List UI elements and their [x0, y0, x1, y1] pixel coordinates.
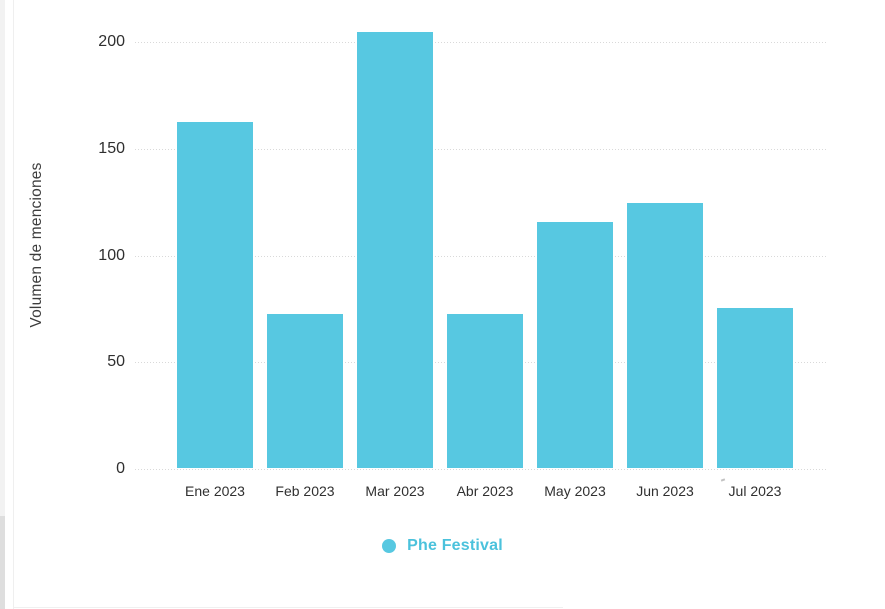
legend-item-phe-festival[interactable]: Phe Festival	[382, 537, 503, 555]
bar-jul-2023[interactable]	[717, 308, 793, 468]
panel-left-border	[13, 0, 14, 609]
y-tick-label-0: 0	[116, 460, 125, 477]
x-tick-label-7: Jul 2023	[728, 483, 782, 499]
gridline-y-150	[135, 148, 827, 150]
y-tick-label-100: 100	[98, 246, 125, 264]
y-tick-label-50: 50	[107, 353, 125, 371]
x-tick-label-2: Feb 2023	[275, 483, 335, 499]
gridline-y-100	[135, 255, 827, 257]
gridline-y-0	[135, 469, 827, 470]
bar-abr-2023[interactable]	[447, 314, 523, 468]
bar-chart: 0 50 100 150 200 Ene 2023 Feb 2023 Mar 2023 Abr …	[98, 32, 827, 499]
x-tick-label-3: Mar 2023	[365, 483, 425, 499]
x-tick-label-6: Jun 2023	[636, 483, 694, 499]
x-tick-label-1: Ene 2023	[185, 483, 245, 499]
bar-may-2023[interactable]	[537, 222, 613, 468]
y-tick-label-200: 200	[98, 33, 125, 50]
legend-marker-dot	[382, 539, 397, 553]
bar-feb-2023[interactable]	[267, 314, 343, 468]
y-tick-label-150: 150	[98, 139, 125, 157]
bar-mar-2023[interactable]	[357, 32, 433, 468]
bar-jun-2023[interactable]	[627, 203, 703, 468]
gridline-y-200	[135, 42, 827, 43]
scrollbar-track[interactable]	[0, 0, 5, 609]
x-tick-label-4: Abr 2023	[456, 483, 514, 499]
x-tick-label-5: May 2023	[544, 483, 606, 499]
bar-ene-2023[interactable]	[177, 122, 253, 468]
legend: Phe Festival	[0, 535, 885, 557]
panel-bottom-border	[13, 607, 563, 608]
legend-label: Phe Festival	[407, 537, 503, 554]
scrollbar-thumb[interactable]	[0, 516, 5, 609]
